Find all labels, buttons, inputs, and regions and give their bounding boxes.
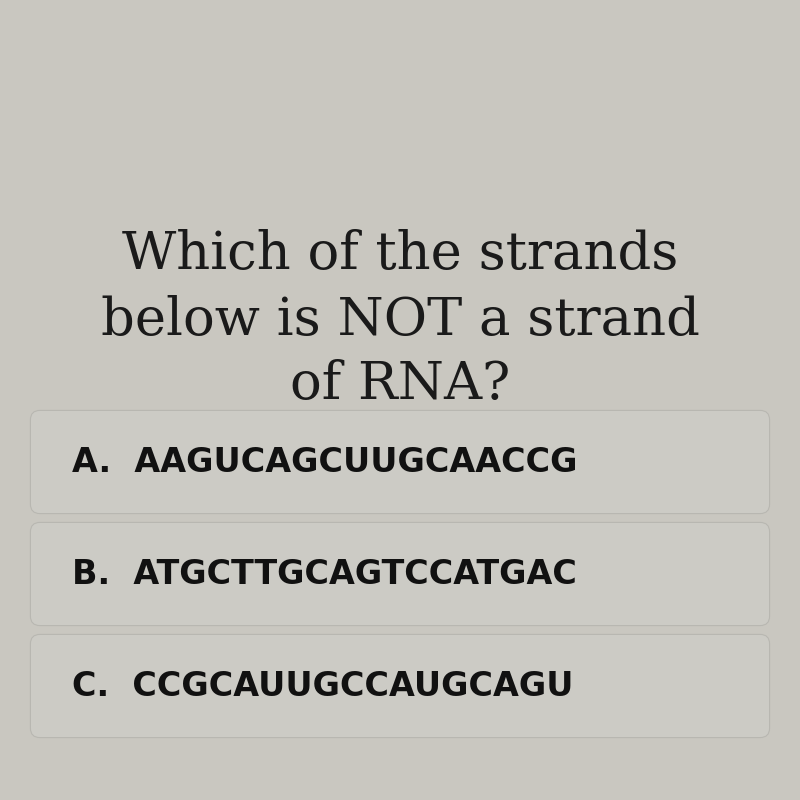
FancyBboxPatch shape (30, 410, 770, 514)
Text: C.  CCGCAUUGCCAUGCAGU: C. CCGCAUUGCCAUGCAGU (72, 670, 574, 702)
Text: Which of the strands
below is NOT a strand
of RNA?: Which of the strands below is NOT a stra… (101, 230, 699, 410)
Text: B.  ATGCTTGCAGTCCATGAC: B. ATGCTTGCAGTCCATGAC (72, 558, 577, 590)
Text: A.  AAGUCAGCUUGCAACCG: A. AAGUCAGCUUGCAACCG (72, 446, 578, 478)
FancyBboxPatch shape (30, 522, 770, 626)
FancyBboxPatch shape (30, 634, 770, 738)
